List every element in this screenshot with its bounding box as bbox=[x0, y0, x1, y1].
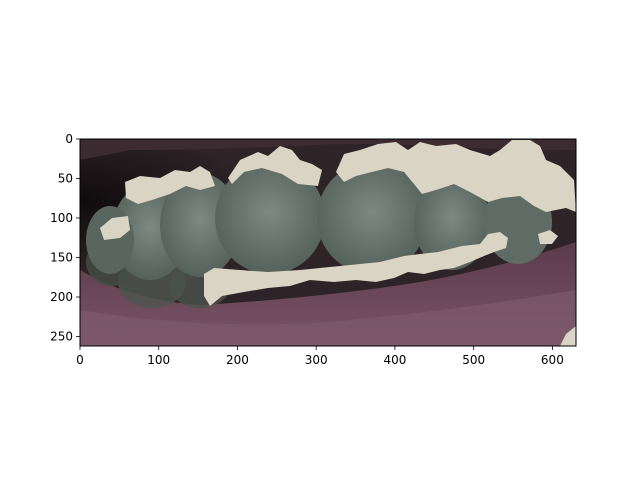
y-tick-label: 250 bbox=[50, 330, 73, 344]
x-tick-label: 300 bbox=[305, 353, 328, 367]
y-tick-label: 150 bbox=[50, 251, 73, 265]
y-tick-label: 200 bbox=[50, 290, 73, 304]
y-tick-label: 50 bbox=[58, 172, 73, 186]
x-tick-label: 600 bbox=[541, 353, 564, 367]
y-tick-label: 100 bbox=[50, 211, 73, 225]
y-axis-ticks: 0 50 100 150 200 250 bbox=[50, 132, 80, 344]
x-tick-label: 100 bbox=[147, 353, 170, 367]
x-tick-label: 200 bbox=[226, 353, 249, 367]
x-tick-label: 400 bbox=[383, 353, 406, 367]
x-tick-label: 500 bbox=[462, 353, 485, 367]
x-tick-label: 0 bbox=[76, 353, 84, 367]
y-tick-label: 0 bbox=[65, 132, 73, 146]
mouth-image bbox=[80, 139, 576, 346]
x-axis-ticks: 0 100 200 300 400 500 600 bbox=[76, 346, 564, 367]
